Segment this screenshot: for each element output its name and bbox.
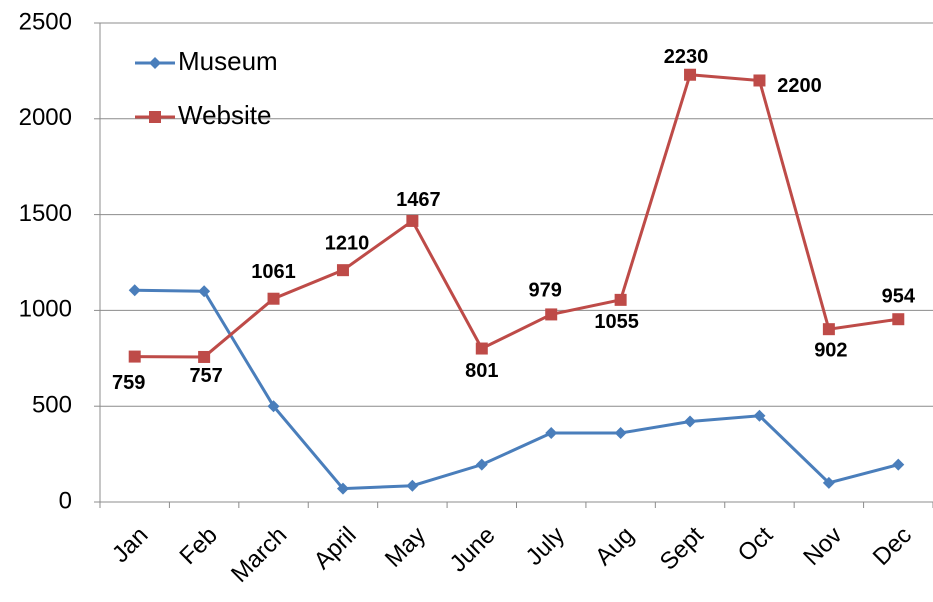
series-line [134,288,899,491]
x-tick-label: Dec [868,522,917,571]
legend-label: Website [178,100,271,130]
data-label: 759 [112,372,145,394]
marker [545,308,558,321]
y-tick-label: 2000 [19,104,72,131]
x-tick-label: May [380,522,431,573]
x-tick-label: Feb [175,522,223,570]
marker [406,479,419,492]
marker [336,482,349,495]
y-tick-label: 1500 [19,200,72,227]
marker [614,427,627,440]
x-tick-label: April [309,522,362,575]
x-tick-label: Aug [590,522,639,571]
marker [753,409,766,422]
x-tick-label: Jan [107,522,153,568]
marker [614,293,627,306]
data-label: 757 [189,365,222,387]
marker [198,285,211,298]
marker [892,458,905,471]
data-label: 801 [465,360,498,382]
x-tick-label: Nov [798,522,847,571]
marker [336,264,349,277]
y-tick-label: 500 [32,392,72,419]
x-tick-label: June [445,522,501,578]
legend-label: Museum [178,46,278,76]
x-tick-label: July [521,522,570,571]
marker [822,323,835,336]
marker [475,342,488,355]
marker [267,400,280,413]
marker [753,74,766,87]
marker [149,57,161,69]
marker [545,427,558,440]
y-tick-label: 2500 [19,8,72,35]
data-label: 902 [814,339,847,361]
y-tick-label: 0 [59,487,72,514]
marker [822,476,835,489]
data-label: 979 [529,280,562,302]
marker [684,415,697,428]
marker [267,292,280,305]
y-tick-label: 1000 [19,296,72,323]
marker [149,111,161,123]
data-label: 1061 [251,261,296,283]
marker [198,350,211,363]
data-label: 1055 [594,311,639,333]
marker [475,458,488,471]
marker [684,68,697,81]
marker [892,313,905,326]
marker [128,350,141,363]
data-label: 1467 [396,189,441,211]
x-tick-label: March [226,522,292,588]
data-label: 2200 [777,75,822,97]
data-label: 2230 [664,46,709,68]
data-label: 1210 [325,232,370,254]
marker [406,214,419,227]
x-tick-label: Oct [733,521,779,567]
data-label: 954 [882,285,916,307]
series-line [134,73,899,359]
x-tick-label: Sept [655,521,709,575]
marker [128,284,141,297]
